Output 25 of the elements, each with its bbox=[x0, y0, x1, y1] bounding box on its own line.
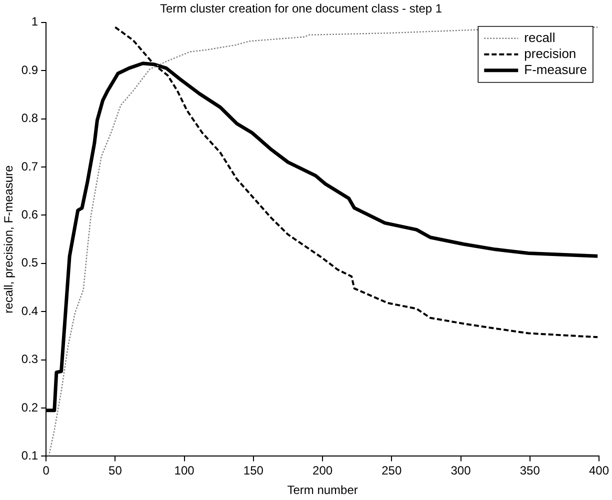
legend-label: precision bbox=[524, 46, 576, 61]
x-tick-label: 100 bbox=[174, 464, 195, 478]
y-axis-title: recall, precision, F-measure bbox=[2, 164, 16, 314]
y-tick-label: 0.8 bbox=[21, 111, 38, 126]
x-tick-label: 150 bbox=[243, 464, 264, 478]
y-tick-label: 0.3 bbox=[21, 352, 38, 366]
x-tick-label: 250 bbox=[382, 464, 402, 478]
legend-label: F-measure bbox=[524, 62, 587, 77]
y-tick-label: 1 bbox=[31, 14, 38, 29]
x-tick-label: 50 bbox=[108, 464, 122, 478]
y-tick-label: 0.7 bbox=[21, 159, 38, 174]
x-tick-label: 200 bbox=[312, 464, 333, 478]
y-tick-label: 0.5 bbox=[21, 256, 38, 270]
y-tick-label: 0.9 bbox=[21, 62, 38, 77]
chart-title: Term cluster creation for one document class - step 1 bbox=[160, 2, 442, 16]
y-tick-label: 0.4 bbox=[21, 304, 38, 318]
y-tick-label: 0.6 bbox=[21, 208, 38, 222]
x-tick-label: 350 bbox=[520, 464, 540, 478]
y-tick-label: 0.2 bbox=[21, 400, 38, 414]
x-tick-label: 0 bbox=[42, 464, 50, 478]
x-tick-label: 400 bbox=[588, 464, 610, 478]
x-axis-title: Term number bbox=[287, 483, 358, 498]
legend-label: recall bbox=[524, 30, 556, 45]
y-tick-label: 0.1 bbox=[21, 448, 38, 463]
x-tick-label: 300 bbox=[450, 464, 472, 478]
